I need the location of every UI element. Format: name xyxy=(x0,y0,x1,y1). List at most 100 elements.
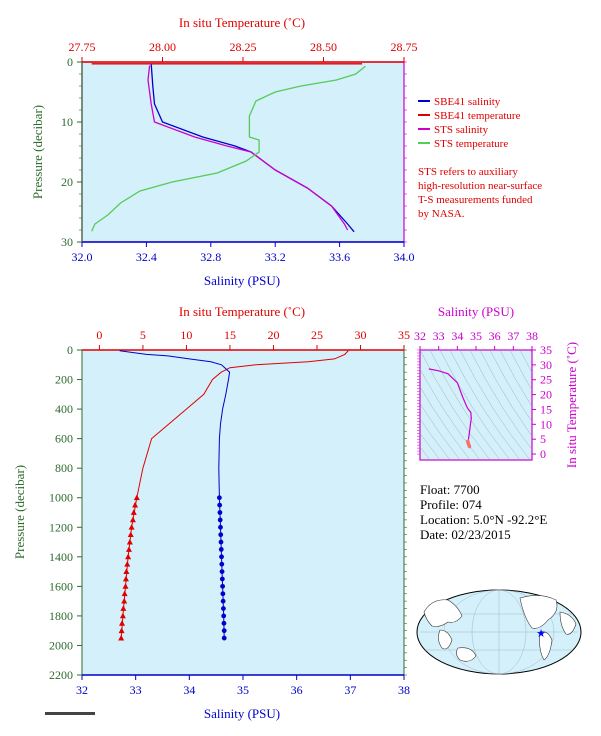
ts-sal-tick-label: 35 xyxy=(470,329,482,343)
top-temp-axis-title: In situ Temperature (˚C) xyxy=(179,15,305,30)
temp-marker xyxy=(126,538,133,545)
ts-sal-tick-label: 36 xyxy=(489,329,501,343)
temp-marker xyxy=(118,627,125,634)
legend: SBE41 salinity SBE41 temperature STS salin… xyxy=(418,96,521,150)
top-plot-area xyxy=(81,61,405,243)
density-contour xyxy=(420,403,461,460)
top-pressure-tick-label: 30 xyxy=(61,235,73,249)
temp-marker xyxy=(121,597,128,604)
main-pressure-tick-label: 800 xyxy=(55,461,73,475)
ts-temp-tick-label: 5 xyxy=(540,432,546,446)
main-salinity-axis-title: Salinity (PSU) xyxy=(204,706,280,721)
ts-sal-tick-label: 33 xyxy=(433,329,445,343)
top-pressure-axis-title: Pressure (decibar) xyxy=(30,105,45,199)
top-sal-tick-label: 32.4 xyxy=(136,250,157,264)
sal-marker xyxy=(216,495,222,501)
top-profile-chart: In situ Temperature (˚C) 27.75 28.00 28.25… xyxy=(30,15,418,288)
main-plot-area xyxy=(81,349,405,676)
temp-marker xyxy=(122,583,129,589)
main-pressure-tick-label: 0 xyxy=(67,343,73,357)
profile-line: Profile: 074 xyxy=(420,497,482,512)
temp-marker xyxy=(133,494,140,501)
main-pressure-tick-label: 1600 xyxy=(49,579,73,593)
location-line: Location: 5.0°N -92.2°E xyxy=(420,512,547,527)
ts-temp-tick-label: 30 xyxy=(540,358,552,372)
main-temp-tick-label: 15 xyxy=(224,328,236,342)
ts-temp-tick-label: 10 xyxy=(540,417,552,431)
temp-marker xyxy=(132,501,139,508)
temp-marker xyxy=(120,605,127,611)
sal-marker xyxy=(218,547,224,552)
world-map: ★ xyxy=(416,589,582,675)
top-temp-tick-label: 28.25 xyxy=(230,40,257,54)
note-line: by NASA. xyxy=(418,208,465,220)
top-series-sts-salinity xyxy=(147,65,349,231)
legend-label: SBE41 salinity xyxy=(434,96,501,108)
temp-marker xyxy=(119,612,126,619)
temp-marker xyxy=(123,568,130,574)
density-contour xyxy=(469,350,532,451)
note-line: high-resolution near-surface xyxy=(418,180,542,192)
sal-marker xyxy=(221,613,227,619)
sal-marker xyxy=(217,502,223,508)
main-sal-tick-label: 34 xyxy=(183,683,195,697)
main-pressure-tick-label: 2200 xyxy=(49,668,73,682)
main-temp-axis-title: In situ Temperature (˚C) xyxy=(179,304,305,319)
top-pressure-tick-label: 0 xyxy=(67,55,73,69)
main-pressure-axis-title: Pressure (decibar) xyxy=(12,465,27,559)
temp-marker xyxy=(118,634,125,641)
temp-marker xyxy=(127,531,134,538)
density-contour xyxy=(509,350,532,391)
temp-marker xyxy=(130,509,137,515)
density-contour xyxy=(420,446,431,460)
temp-marker xyxy=(119,620,126,626)
main-sal-tick-label: 35 xyxy=(237,683,249,697)
ts-sal-tick-label: 32 xyxy=(414,329,426,343)
ts-series xyxy=(428,368,472,449)
top-series xyxy=(91,63,366,233)
top-temp-ticks: 27.75 28.00 28.25 28.50 28.75 xyxy=(69,40,418,62)
temp-marker xyxy=(121,590,128,597)
ts-temp-tick-label: 0 xyxy=(540,447,546,461)
main-temp-tick-label: 10 xyxy=(180,328,192,342)
main-temp-tick-label: 25 xyxy=(311,328,323,342)
ts-temp-axis-title: In situ Temperature (˚C) xyxy=(564,342,579,468)
ts-series-line xyxy=(428,368,472,440)
note-line: STS refers to auxiliary xyxy=(418,166,518,178)
sal-marker xyxy=(219,576,225,582)
main-series xyxy=(118,350,349,641)
main-sal-tick-label: 38 xyxy=(398,683,410,697)
sal-marker xyxy=(218,532,224,538)
top-temp-tick-label: 27.75 xyxy=(69,40,96,54)
density-contour xyxy=(439,350,511,460)
sal-marker xyxy=(217,517,223,523)
ts-sal-tick-label: 34 xyxy=(451,329,463,343)
main-pressure-tick-label: 1800 xyxy=(49,609,73,623)
sal-marker xyxy=(219,569,225,574)
density-contour xyxy=(420,418,451,460)
top-temp-tick-label: 28.50 xyxy=(310,40,337,54)
temp-marker xyxy=(122,575,129,582)
main-sal-tick-label: 36 xyxy=(291,683,303,697)
density-contour xyxy=(459,350,531,460)
temp-marker xyxy=(124,561,131,567)
main-pressure-tick-label: 1400 xyxy=(49,550,73,564)
top-sal-tick-label: 32.8 xyxy=(200,250,221,264)
top-pressure-tick-label: 10 xyxy=(61,115,73,129)
main-temp-tick-label: 5 xyxy=(140,328,146,342)
note-line: T-S measurements funded xyxy=(418,194,533,206)
top-sal-tick-label: 34.0 xyxy=(394,250,415,264)
density-contour xyxy=(519,350,532,374)
ts-plot-area xyxy=(419,349,533,461)
sal-marker xyxy=(221,628,227,634)
ts-temp-tick-label: 15 xyxy=(540,402,552,416)
sal-marker xyxy=(220,598,226,604)
main-pressure-tick-label: 2000 xyxy=(49,638,73,652)
ts-series-line xyxy=(466,439,472,449)
main-sal-tick-label: 33 xyxy=(130,683,142,697)
float-line: Float: 7700 xyxy=(420,482,480,497)
main-temp-tick-label: 35 xyxy=(398,328,410,342)
main-pressure-tick-label: 200 xyxy=(55,373,73,387)
